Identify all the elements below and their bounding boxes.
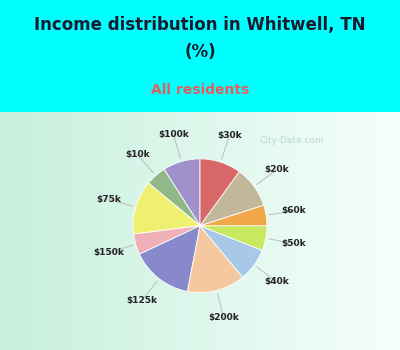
Text: $20k: $20k — [264, 166, 289, 174]
Text: $200k: $200k — [208, 313, 239, 322]
Text: $75k: $75k — [96, 195, 121, 204]
Text: $150k: $150k — [93, 248, 124, 257]
Text: $40k: $40k — [264, 277, 289, 286]
Wedge shape — [140, 226, 200, 292]
Wedge shape — [133, 183, 200, 234]
Text: All residents: All residents — [151, 83, 249, 97]
Wedge shape — [200, 226, 267, 250]
Wedge shape — [200, 205, 267, 226]
Wedge shape — [200, 172, 264, 226]
Wedge shape — [148, 169, 200, 226]
Wedge shape — [134, 226, 200, 254]
Text: $125k: $125k — [126, 296, 157, 305]
Text: $30k: $30k — [217, 131, 242, 140]
Wedge shape — [200, 226, 262, 277]
Text: $60k: $60k — [282, 206, 306, 215]
Text: $50k: $50k — [281, 239, 306, 248]
Text: Income distribution in Whitwell, TN: Income distribution in Whitwell, TN — [34, 16, 366, 34]
Wedge shape — [164, 159, 200, 226]
Wedge shape — [200, 159, 239, 226]
Text: City-Data.com: City-Data.com — [260, 136, 324, 145]
Text: (%): (%) — [184, 43, 216, 61]
Text: $100k: $100k — [158, 130, 189, 139]
Wedge shape — [188, 226, 243, 293]
Text: $10k: $10k — [125, 150, 150, 159]
